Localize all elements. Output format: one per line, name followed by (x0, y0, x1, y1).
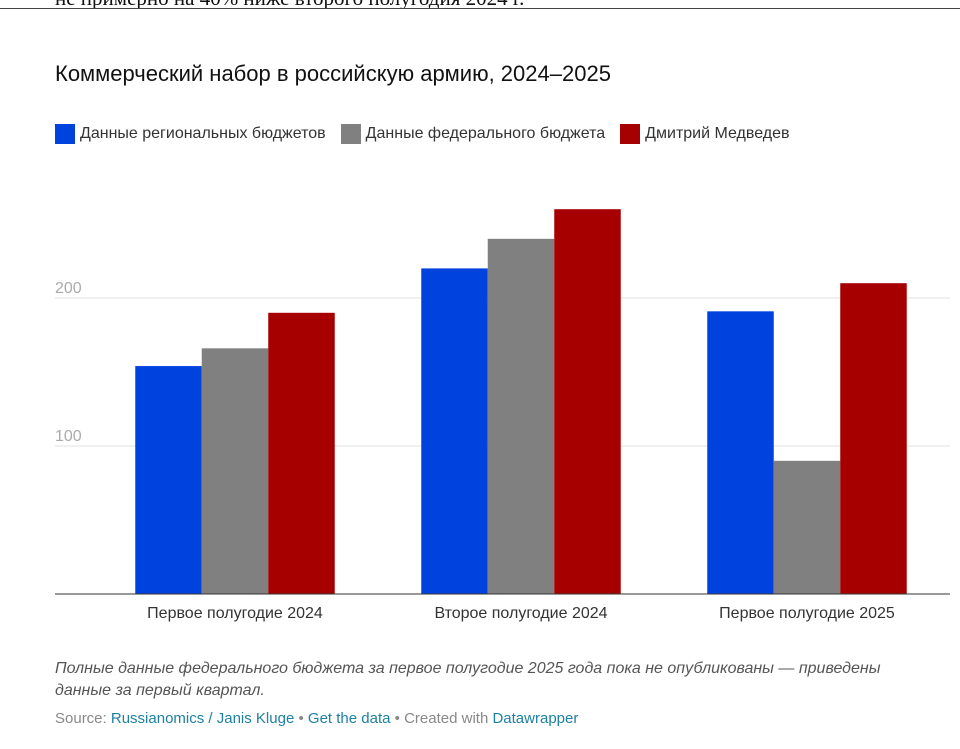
bar (421, 268, 488, 594)
source-line: Source: Russianomics / Janis Kluge • Get… (55, 710, 578, 727)
chart-title: Коммерческий набор в российскую армию, 2… (55, 61, 611, 86)
separator: • (298, 710, 304, 727)
y-tick-label: 100 (55, 428, 82, 445)
article-text-fragment: не примерно на 40% ниже второго полугоди… (0, 0, 960, 8)
get-data-link[interactable]: Get the data (307, 710, 391, 727)
chart-note: Полные данные федерального бюджета за пе… (55, 660, 881, 699)
y-tick-label: 200 (55, 280, 82, 297)
source-link[interactable]: Russianomics / Janis Kluge (110, 710, 295, 727)
legend-item-federal: Данные федерального бюджета (340, 124, 606, 144)
legend-label-federal: Данные федерального бюджета (365, 125, 606, 142)
divider (0, 8, 960, 9)
legend-swatch-medvedev (620, 124, 641, 144)
chart-legend: Данные региональных бюджетов Данные феде… (55, 124, 804, 144)
legend-label-regional: Данные региональных бюджетов (80, 125, 326, 142)
separator: • (394, 710, 400, 727)
source-label: Source: (55, 710, 107, 727)
bar (201, 348, 269, 594)
x-tick-label: Первое полугодие 2025 (719, 605, 895, 622)
legend-swatch-federal (340, 124, 361, 144)
x-tick-label: Второе полугодие 2024 (434, 605, 607, 622)
bar (773, 460, 841, 594)
bar-chart: 100 200 Первое полугодие 2024 Второе полуго… (55, 209, 950, 622)
legend-item-medvedev: Дмитрий Медведев (620, 124, 789, 144)
created-with-label: Created with (404, 710, 489, 727)
article-text: не примерно на 40% ниже второго полугоди… (55, 0, 524, 8)
bar (487, 238, 555, 595)
legend-label-medvedev: Дмитрий Медведев (645, 125, 790, 142)
legend-swatch-regional (55, 124, 75, 144)
datawrapper-link[interactable]: Datawrapper (492, 710, 579, 727)
bar (840, 283, 907, 594)
bar (268, 312, 335, 594)
x-tick-label: Первое полугодие 2024 (147, 605, 323, 622)
legend-item-regional: Данные региональных бюджетов (55, 124, 326, 144)
bar (554, 209, 621, 594)
bar (707, 311, 774, 594)
bar (135, 366, 202, 594)
